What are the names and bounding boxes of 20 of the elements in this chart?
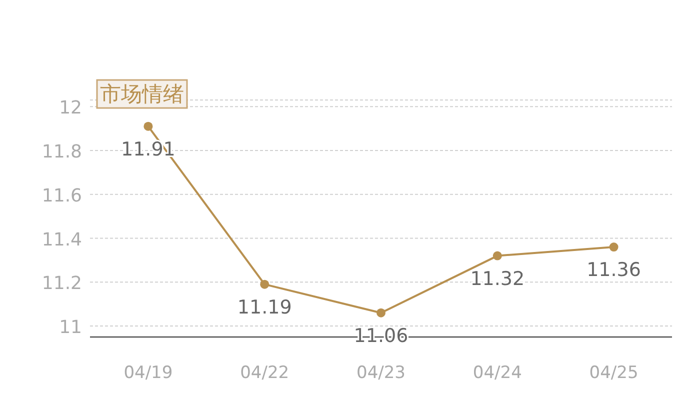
x-tick-label: 04/22 xyxy=(240,363,290,383)
x-tick-label: 04/24 xyxy=(472,363,522,383)
point xyxy=(376,308,386,318)
x-tick-label: 04/23 xyxy=(356,363,406,383)
data-label: 11.36 xyxy=(586,259,642,282)
x-tick-label: 04/25 xyxy=(589,363,638,383)
point xyxy=(609,242,618,252)
data-label: 11.32 xyxy=(470,268,525,290)
point xyxy=(144,122,153,131)
y-tick-label: 11 xyxy=(59,317,82,338)
point xyxy=(260,280,270,289)
y-tick-label: 11.4 xyxy=(42,229,82,250)
x-tick-label: 04/19 xyxy=(124,363,173,383)
y-tick-label: 11.2 xyxy=(42,273,82,294)
y-tick-label: 12 xyxy=(59,98,82,119)
y-tick-label: 11.8 xyxy=(42,141,82,162)
chart-title: 市场情绪 xyxy=(100,82,184,106)
y-tick-label: 11.6 xyxy=(42,185,82,206)
data-label: 11.19 xyxy=(237,296,292,318)
point xyxy=(492,251,502,260)
